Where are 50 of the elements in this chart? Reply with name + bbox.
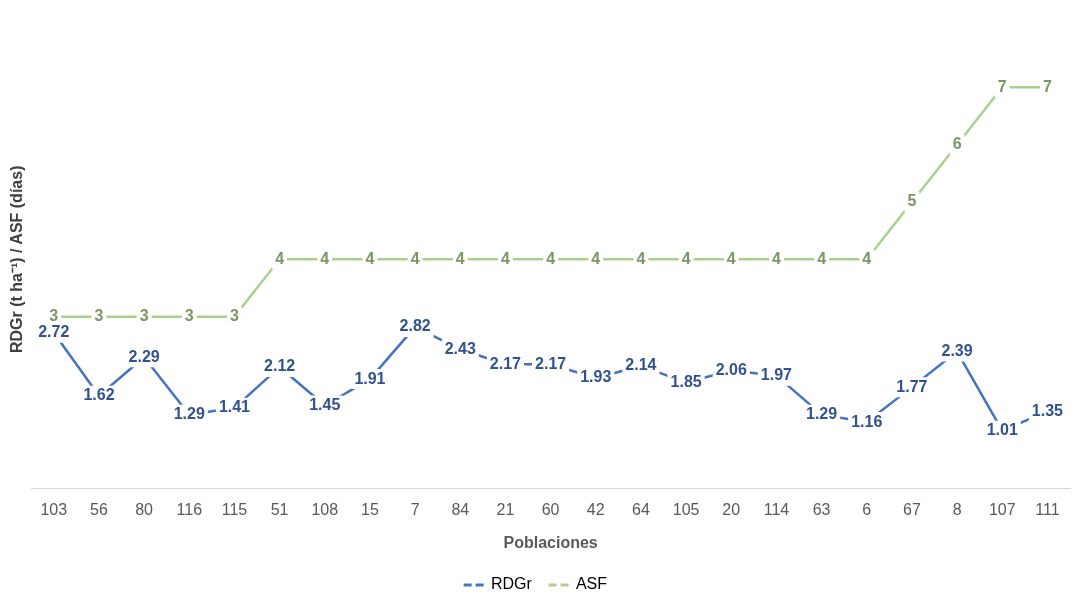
- data-label: 4: [681, 249, 691, 267]
- x-tick-label: 64: [632, 500, 650, 518]
- data-label: 4: [546, 249, 556, 267]
- data-label: 4: [726, 249, 736, 267]
- x-tick-label: 115: [221, 500, 248, 518]
- data-label: 5: [907, 192, 917, 210]
- x-tick-label: 111: [1035, 500, 1060, 518]
- x-tick-label: 80: [135, 500, 154, 518]
- x-tick-label: 60: [541, 500, 560, 518]
- x-tick-label: 51: [270, 500, 289, 518]
- data-label: 4: [455, 249, 465, 267]
- x-tick-label: 56: [90, 500, 108, 518]
- data-label: 4: [365, 249, 375, 267]
- x-tick-label: 8: [952, 500, 962, 518]
- x-tick-label: 67: [903, 500, 921, 518]
- data-label: 4: [862, 249, 872, 267]
- data-label: 7: [1042, 77, 1052, 95]
- x-tick-label: 20: [722, 500, 741, 518]
- data-label: 4: [320, 249, 330, 267]
- x-tick-label: 116: [176, 500, 203, 518]
- x-tick-label: 84: [451, 500, 470, 518]
- data-label: 4: [591, 249, 601, 267]
- x-tick-label: 103: [40, 500, 68, 518]
- x-tick-label: 15: [361, 500, 379, 518]
- x-tick-label: 63: [812, 500, 831, 518]
- legend-label: RDGr: [491, 575, 533, 593]
- x-tick-label: 7: [410, 500, 420, 518]
- y-axis-title: RDGr (t ha⁻¹) / ASF (días): [8, 165, 26, 354]
- data-label: 3: [229, 307, 239, 325]
- x-axis-title: Poblaciones: [503, 533, 598, 551]
- x-tick-label: 6: [862, 500, 872, 518]
- x-tick-label: 21: [496, 500, 515, 518]
- x-tick-label: 42: [586, 500, 605, 518]
- x-tick-label: 107: [988, 500, 1016, 518]
- data-label: 4: [275, 249, 285, 267]
- data-label: 3: [94, 307, 104, 325]
- data-label: 4: [500, 249, 510, 267]
- data-label: 7: [997, 77, 1007, 95]
- data-label: 4: [636, 249, 646, 267]
- x-tick-label: 108: [311, 500, 339, 518]
- x-tick-label: 114: [763, 500, 790, 518]
- data-label: 6: [952, 135, 962, 153]
- legend-label: ASF: [575, 575, 608, 593]
- data-label: 3: [49, 307, 59, 325]
- data-label: 4: [817, 249, 827, 267]
- x-tick-label: 105: [672, 500, 700, 518]
- data-label: 4: [771, 249, 781, 267]
- data-label: 3: [184, 307, 194, 325]
- data-label: 3: [139, 307, 149, 325]
- data-label: 4: [410, 249, 420, 267]
